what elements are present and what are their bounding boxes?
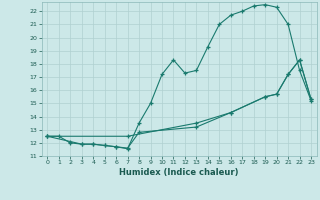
X-axis label: Humidex (Indice chaleur): Humidex (Indice chaleur) [119, 168, 239, 177]
